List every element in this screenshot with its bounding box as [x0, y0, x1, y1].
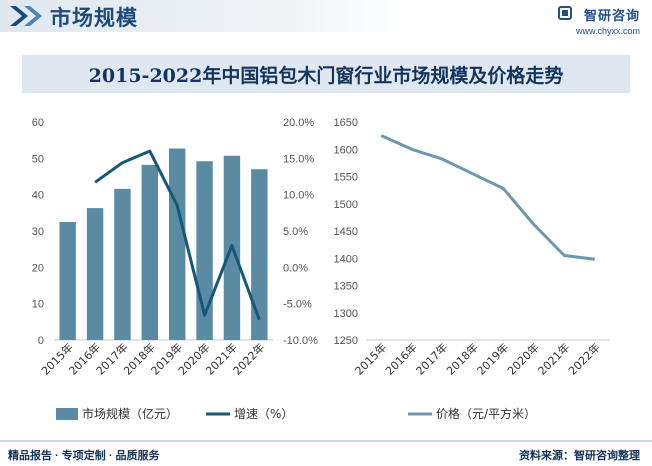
bar	[168, 148, 186, 340]
page-title: 市场规模	[50, 7, 138, 30]
right-y-tick-label: 10.0%	[283, 190, 314, 202]
bar	[59, 221, 76, 340]
page-header: 市场规模 智研咨询 www.chyxx.com	[0, 0, 652, 40]
right-y-tick-label: -10.0%	[283, 335, 318, 347]
price-x-tick-label: 2017年	[413, 340, 450, 377]
price-x-tick-label: 2018年	[443, 340, 480, 377]
legend-price-label: 价格（元/平方米）	[436, 406, 536, 421]
price-x-tick-label: 2020年	[504, 340, 541, 377]
price-x-tick-label: 2019年	[474, 340, 511, 377]
right-y-tick-label: -5.0%	[283, 299, 312, 311]
chart-title: 2015-2022年中国铝包木门窗行业市场规模及价格走势	[88, 64, 564, 87]
left-y-tick-label: 30	[32, 226, 44, 238]
footer-tagline: 精品报告 · 专项定制 · 品质服务	[8, 450, 160, 462]
price-x-tick-label: 2021年	[535, 340, 572, 377]
price-y-tick-label: 1550	[334, 172, 358, 184]
legend-bar-label: 市场规模（亿元）	[82, 406, 178, 421]
chart-title-banner: 2015-2022年中国铝包木门窗行业市场规模及价格走势	[22, 55, 630, 93]
price-y-tick-label: 1400	[334, 253, 358, 265]
left-y-tick-label: 20	[32, 262, 44, 274]
brand-name: 智研咨询	[583, 8, 640, 23]
price-line	[380, 134, 595, 261]
price-y-tick-label: 1350	[334, 281, 358, 293]
brand-logo-icon	[557, 6, 572, 20]
right-y-tick-label: 15.0%	[283, 153, 314, 165]
right-y-tick-label: 0.0%	[283, 262, 308, 274]
left-y-tick-label: 60	[32, 117, 44, 129]
left-y-tick-label: 40	[32, 190, 44, 202]
footer-divider	[0, 440, 652, 442]
chevron-double-icon	[10, 6, 42, 26]
price-y-tick-label: 1600	[334, 144, 358, 156]
left-y-tick-label: 10	[32, 299, 44, 311]
left-y-tick-label: 50	[32, 153, 44, 165]
right-y-tick-label: 20.0%	[283, 117, 314, 129]
bar	[251, 169, 268, 340]
brand-block: 智研咨询 www.chyxx.com	[557, 5, 640, 36]
brand-url: www.chyxx.com	[575, 26, 640, 36]
header-banner	[0, 0, 420, 32]
right-y-tick-label: 5.0%	[283, 226, 308, 238]
bar	[86, 208, 104, 340]
growth-rate-line	[94, 149, 261, 321]
price-y-tick-label: 1650	[334, 117, 358, 129]
bar	[141, 164, 159, 340]
legend-bar-swatch	[56, 408, 78, 420]
legend-line-label: 增速（%）	[234, 407, 293, 421]
left-y-tick-label: 0	[38, 335, 44, 347]
price-y-tick-label: 1250	[334, 335, 358, 347]
footer-source: 资料来源：智研咨询整理	[519, 450, 640, 462]
price-y-tick-label: 1500	[334, 199, 358, 211]
price-x-tick-label: 2022年	[565, 340, 602, 377]
price-y-tick-label: 1450	[334, 226, 358, 238]
price-y-tick-label: 1300	[334, 308, 358, 320]
price-x-tick-label: 2016年	[382, 340, 419, 377]
bar	[114, 188, 131, 340]
